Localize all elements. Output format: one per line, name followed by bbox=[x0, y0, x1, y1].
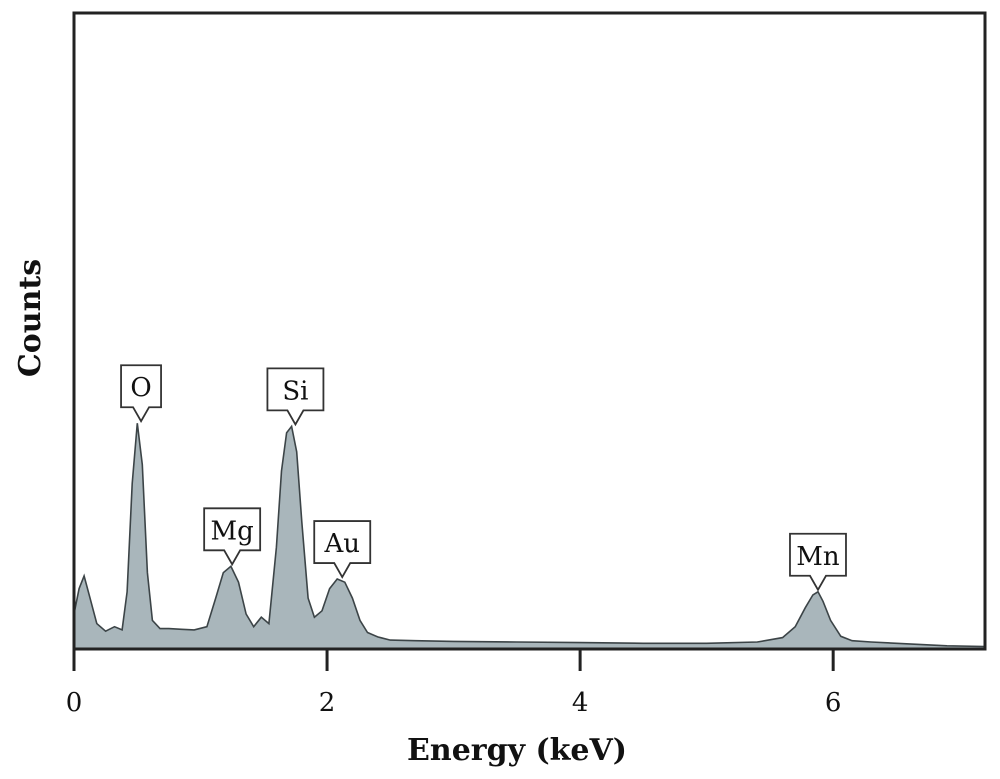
peak-label-si: Si bbox=[266, 367, 325, 427]
peak-label-o: O bbox=[120, 364, 162, 424]
plot-frame bbox=[72, 11, 987, 651]
peak-callout-box bbox=[789, 532, 847, 592]
peak-label-mn: Mn bbox=[789, 532, 847, 592]
x-axis: 0 2 4 6 bbox=[66, 649, 842, 718]
peak-label-text: Si bbox=[282, 376, 308, 406]
x-axis-label: Energy (keV) bbox=[407, 733, 627, 768]
peak-callout-box bbox=[266, 367, 325, 427]
peak-label-text: O bbox=[130, 373, 151, 403]
peak-callout-box bbox=[203, 507, 262, 567]
peak-labels: O Mg Si Au Mn bbox=[120, 364, 847, 592]
peak-label-text: Mn bbox=[796, 542, 840, 572]
x-tick-label: 0 bbox=[66, 688, 83, 718]
peak-label-au: Au bbox=[313, 520, 372, 579]
peak-callout-box bbox=[313, 520, 372, 579]
spectrum-area bbox=[74, 423, 985, 649]
x-tick-label: 2 bbox=[319, 688, 336, 718]
x-tick-label: 4 bbox=[572, 688, 589, 718]
peak-label-mg: Mg bbox=[203, 507, 262, 567]
peak-label-text: Au bbox=[323, 529, 360, 559]
peak-label-text: Mg bbox=[211, 516, 254, 546]
spectrum-line bbox=[73, 423, 986, 648]
plot-area bbox=[73, 423, 986, 649]
x-tick-label: 6 bbox=[825, 688, 842, 718]
y-axis-label: Counts bbox=[13, 259, 48, 377]
peak-callout-box bbox=[120, 364, 162, 424]
